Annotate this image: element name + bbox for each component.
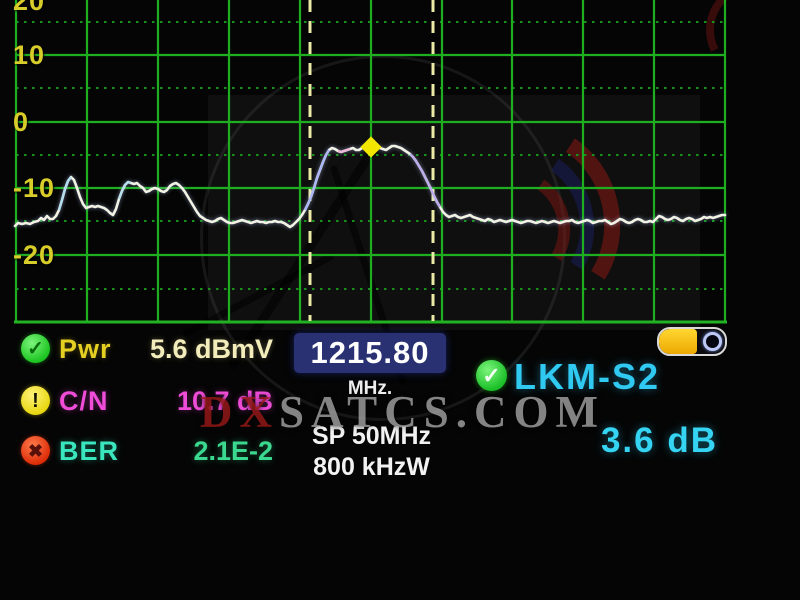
- frequency-unit-label: MHz.: [347, 378, 393, 399]
- bandwidth-setting-label: 800 kHzW: [313, 453, 430, 481]
- cn-value: 10.7 dB: [176, 386, 273, 416]
- ber-label: BER: [59, 436, 120, 466]
- power-label: Pwr: [59, 334, 112, 364]
- readings-panel: ✓ Pwr 5.6 dBmV ! C/N 10.7 dB ✖ BER 2.1E-…: [0, 323, 800, 600]
- spectrum-plot: 20 10 0 -10 -20: [13, 0, 800, 421]
- carrier-noise-reading-row: ! C/N 10.7 dB: [0, 386, 300, 418]
- power-reading-row: ✓ Pwr 5.6 dBmV: [0, 334, 300, 366]
- spectrum-grid-and-trace: [13, 0, 727, 324]
- check-circle-icon: ✓: [21, 334, 50, 363]
- error-circle-icon: ✖: [21, 436, 50, 465]
- ber-reading-row: ✖ BER 2.1E-2: [0, 436, 300, 468]
- lock-check-circle-icon: ✓: [476, 360, 507, 391]
- y-axis-label: 10: [13, 40, 46, 70]
- battery-terminal-ring: [703, 332, 722, 351]
- check-glyph: ✓: [482, 362, 501, 388]
- exclamation-glyph: !: [32, 389, 39, 412]
- span-setting-label: SP 50MHz: [311, 422, 432, 450]
- warning-circle-icon: !: [21, 386, 50, 415]
- center-frequency-display: 1215.80: [294, 333, 446, 373]
- cross-glyph: ✖: [27, 440, 44, 461]
- y-axis-label: 20: [13, 0, 46, 16]
- battery-icon: [657, 327, 727, 356]
- check-glyph: ✓: [27, 337, 44, 360]
- y-axis-label: -20: [13, 240, 56, 270]
- ber-value: 2.1E-2: [193, 436, 273, 466]
- link-margin-value: 3.6 dB: [600, 421, 718, 460]
- power-value: 5.6 dBmV: [149, 334, 273, 364]
- y-axis-label: -10: [13, 173, 56, 203]
- y-axis-label: 0: [13, 107, 30, 137]
- lock-status-label: LKM-S2: [514, 356, 660, 397]
- cn-label: C/N: [59, 386, 109, 416]
- battery-fill-level: [659, 329, 698, 354]
